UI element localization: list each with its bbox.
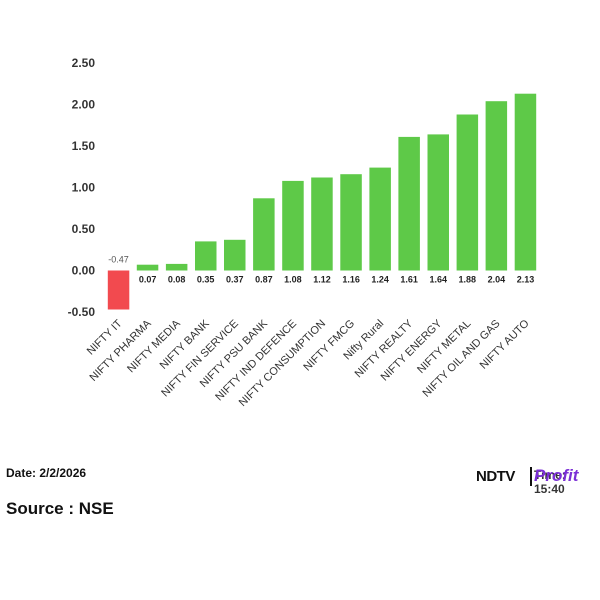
bar: [311, 177, 333, 271]
data-label: 1.88: [459, 275, 477, 285]
data-label: 2.04: [488, 275, 506, 285]
data-label: 1.16: [342, 275, 360, 285]
data-label: 1.61: [400, 275, 418, 285]
logo-ndtv-text: NDTV: [476, 468, 515, 485]
source-label: Source : NSE: [6, 499, 114, 518]
data-label: 0.37: [226, 275, 244, 285]
logo-separator: [530, 467, 532, 486]
y-tick-label: 2.00: [72, 98, 96, 112]
y-tick-label: 0.00: [72, 264, 96, 278]
bar: [136, 264, 159, 271]
bar: [165, 263, 188, 271]
y-tick-label: -0.50: [68, 305, 96, 319]
logo-profit-text: Profit: [534, 466, 579, 485]
time-label: Time: 15:40: [534, 468, 566, 496]
data-label: 0.07: [139, 275, 157, 285]
bar: [282, 180, 304, 271]
bar: [107, 270, 130, 310]
data-label: 0.87: [255, 275, 273, 285]
bar: [340, 174, 362, 271]
data-label: 2.13: [517, 275, 535, 285]
bar: [369, 167, 391, 271]
y-tick-label: 0.50: [72, 222, 96, 236]
ndtv-profit-logo: NDTV Time: 15:40 Profit: [476, 466, 594, 496]
date-label: Date: 2/2/2026: [6, 466, 87, 480]
bar: [253, 198, 275, 271]
y-tick-label: 2.50: [72, 56, 96, 70]
bar: [485, 101, 508, 271]
bar: [195, 241, 217, 271]
bar: [427, 134, 449, 271]
data-label: 1.24: [371, 275, 389, 285]
data-label: 1.64: [430, 275, 448, 285]
data-label: -0.47: [108, 255, 129, 265]
bar: [514, 93, 537, 271]
data-label: 1.12: [313, 275, 331, 285]
bar-chart: -0.500.000.501.001.502.002.50-0.47NIFTY …: [68, 56, 537, 409]
data-label: 1.08: [284, 275, 302, 285]
data-label: 0.08: [168, 275, 186, 285]
bar: [456, 114, 479, 271]
y-tick-label: 1.50: [72, 139, 96, 153]
bar: [224, 239, 246, 271]
data-label: 0.35: [197, 275, 215, 285]
y-tick-label: 1.00: [72, 181, 96, 195]
bar: [398, 136, 420, 271]
